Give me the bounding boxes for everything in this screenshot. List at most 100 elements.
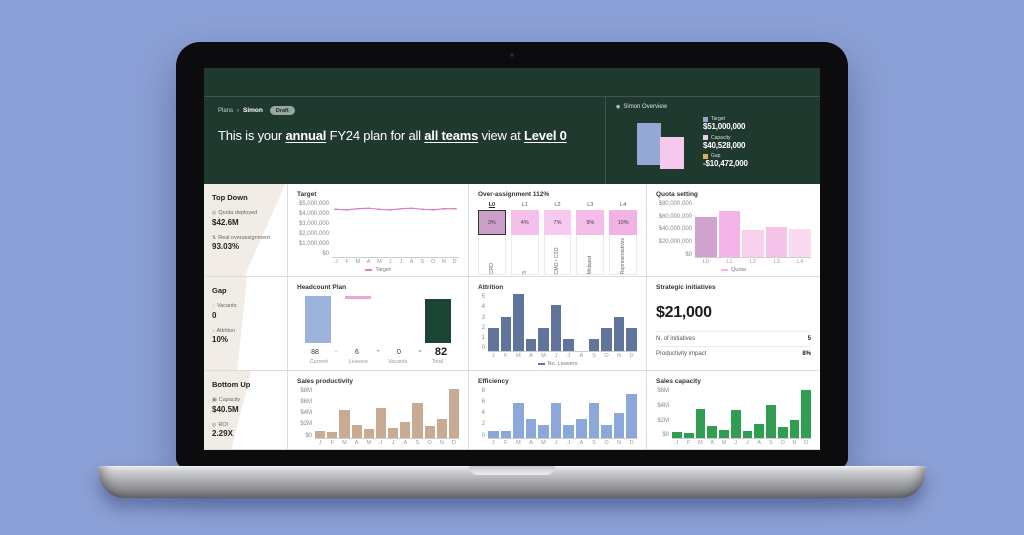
x-tick-label: S bbox=[592, 353, 596, 359]
x-tick-label: A bbox=[529, 440, 533, 446]
breadcrumb-plans[interactable]: Plans bbox=[218, 107, 234, 114]
level-label: L0 bbox=[488, 202, 496, 208]
bar bbox=[718, 211, 741, 257]
bar bbox=[742, 430, 753, 438]
overview-legend-item: Target $51,000,000 bbox=[703, 116, 791, 132]
x-tick-label: A bbox=[403, 440, 408, 446]
metric-label: Real overassignment bbox=[218, 234, 270, 241]
chart-body: $8M $6M $4M $2M $0 bbox=[297, 388, 460, 439]
metric-attrition: ↓ Attrition 10% bbox=[212, 328, 279, 345]
plot-area bbox=[672, 388, 811, 439]
row-label: N. of initiatives bbox=[656, 336, 696, 342]
x-tick-label: M bbox=[342, 440, 347, 446]
headcount-waterfall-chart: 88 - 6 +0 = 82 Current Leavers Vacants Total bbox=[297, 294, 459, 367]
attrition-bar-chart: 5 4 3 2 1 0 J F M A M J J A S O N D No. Leavers bbox=[478, 294, 637, 367]
bar bbox=[613, 412, 625, 438]
x-tick-label: J bbox=[391, 440, 395, 446]
legend-swatch bbox=[703, 135, 708, 141]
bar bbox=[315, 431, 326, 438]
target-icon: ◎ bbox=[212, 421, 217, 428]
x-tick-label: J bbox=[379, 440, 383, 446]
chart-title: Over-assignment 112% bbox=[478, 191, 550, 198]
bar bbox=[488, 431, 499, 438]
chart-body: $6M $4M $2M $0 bbox=[656, 388, 811, 439]
overview-bar bbox=[660, 137, 684, 169]
x-tick-label: M bbox=[698, 440, 703, 446]
y-tick-label: $5,000,000 bbox=[298, 201, 329, 207]
legend-label: Capacity bbox=[711, 134, 731, 141]
headcount-label: Current bbox=[309, 359, 328, 365]
card-quota-setting: Quota setting $80,000,000 $60,000,000 $40,… bbox=[647, 184, 820, 277]
y-tick-label: $8M bbox=[300, 388, 312, 394]
card-strategic-initiatives: Strategic initiatives $21,000 N. of init… bbox=[647, 277, 820, 371]
x-tick-label: L3 bbox=[773, 259, 780, 265]
dashboard-header: Plans › Simon Draft This is your annual … bbox=[204, 68, 820, 185]
chart-title: Attrition bbox=[478, 284, 504, 291]
bar bbox=[730, 410, 741, 438]
x-tick-label: A bbox=[579, 353, 584, 359]
x-tick-label: N bbox=[439, 440, 444, 446]
current-bar bbox=[304, 296, 332, 343]
operator: - bbox=[335, 349, 337, 355]
card-title: Gap bbox=[212, 286, 227, 295]
x-tick-label: S bbox=[420, 259, 425, 265]
overview-mini-chart bbox=[635, 119, 687, 169]
overassignment-box: 4% bbox=[510, 210, 539, 235]
breadcrumb-current-plan[interactable]: Simon bbox=[243, 107, 263, 114]
x-labels: L0 L1 L2 L3 L4 bbox=[695, 259, 811, 265]
overview-legend-item: Gap -$10,472,000 bbox=[703, 153, 791, 169]
legend-swatch bbox=[537, 363, 545, 365]
x-tick-label: L0 bbox=[702, 259, 709, 265]
y-tick-label: 3 bbox=[481, 314, 485, 321]
x-axis-spacer bbox=[297, 439, 315, 447]
hc-col bbox=[423, 296, 453, 343]
y-tick-label: 0 bbox=[481, 432, 485, 439]
bar bbox=[550, 403, 562, 438]
x-tick-label: L4 bbox=[797, 259, 804, 265]
y-tick-label: 4 bbox=[481, 304, 485, 311]
y-tick-label: 1 bbox=[481, 335, 485, 342]
operator: = bbox=[418, 349, 422, 355]
metric-vacants: ◌ Vacants 0 bbox=[212, 303, 279, 320]
overassignment-column: L3 9% Midwest bbox=[576, 202, 605, 276]
laptop-notch bbox=[469, 466, 555, 475]
all-teams-link[interactable]: all teams bbox=[424, 128, 479, 143]
bar bbox=[801, 389, 811, 438]
x-tick-label: S bbox=[769, 440, 773, 446]
row-value: 5 bbox=[807, 336, 811, 342]
bar bbox=[613, 316, 625, 351]
team-name-label: Representatives bbox=[620, 238, 627, 275]
y-tick-label: $60,000,000 bbox=[658, 213, 692, 220]
bar bbox=[525, 339, 537, 351]
x-tick-label: M bbox=[366, 440, 372, 446]
x-tick-label: D bbox=[629, 440, 634, 446]
bar bbox=[388, 428, 399, 438]
overview-panel[interactable]: ◉ Simon Overview Target $51,000,000 Capaci… bbox=[605, 97, 820, 185]
bar bbox=[588, 339, 600, 351]
overview-title: ◉ Simon Overview bbox=[616, 104, 810, 110]
overassignment-column: L1 4% S bbox=[510, 202, 539, 276]
y-tick-label: $0 bbox=[305, 432, 312, 439]
level-link[interactable]: Level 0 bbox=[524, 128, 567, 143]
title-segment: FY24 plan for all bbox=[326, 128, 425, 143]
bar bbox=[375, 407, 387, 438]
card-target: Target $5,000,000 $4,000,000 $3,000,000 $2,… bbox=[288, 184, 469, 277]
target-line-chart: $5,000,000 $4,000,000 $3,000,000 $2,000,000… bbox=[297, 201, 459, 273]
overview-bar bbox=[637, 123, 661, 165]
bar bbox=[672, 431, 682, 438]
x-tick-label: F bbox=[504, 353, 508, 359]
y-tick-label: $3,000,000 bbox=[298, 221, 329, 228]
operator: + bbox=[376, 349, 380, 355]
annual-link[interactable]: annual bbox=[285, 128, 327, 143]
chart-title: Efficiency bbox=[478, 378, 509, 385]
metric-quota-deployed: ◎ Quota deployed $42.6M bbox=[212, 210, 279, 227]
strategic-value: $21,000 bbox=[656, 304, 712, 321]
y-tick-label: $2,000,000 bbox=[298, 231, 329, 238]
metric-label: ROI bbox=[218, 421, 229, 428]
chart-title: Headcount Plan bbox=[297, 284, 347, 291]
